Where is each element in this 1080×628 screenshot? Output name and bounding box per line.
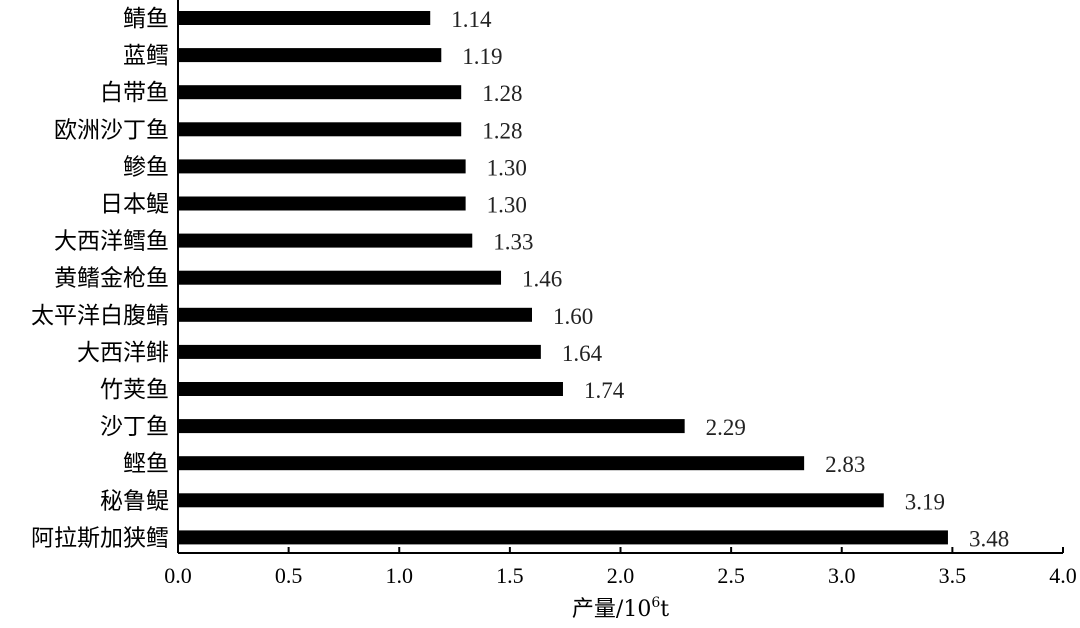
category-label: 阿拉斯加狭鳕 bbox=[31, 525, 169, 551]
x-axis-title-main: 产量/10 bbox=[572, 597, 651, 622]
value-label: 1.14 bbox=[451, 7, 492, 32]
x-tick-label: 2.5 bbox=[717, 563, 745, 588]
bar bbox=[178, 11, 431, 25]
bar bbox=[178, 85, 462, 100]
value-label: 2.83 bbox=[825, 452, 865, 477]
value-label: 3.48 bbox=[969, 526, 1009, 551]
x-tick-label: 4.0 bbox=[1049, 563, 1077, 588]
category-label: 竹荚鱼 bbox=[100, 377, 169, 403]
bar bbox=[178, 382, 563, 396]
category-label: 欧洲沙丁鱼 bbox=[54, 117, 169, 143]
category-label: 大西洋鲱 bbox=[77, 340, 169, 366]
value-label: 1.46 bbox=[522, 267, 562, 292]
category-label: 鲹鱼 bbox=[123, 154, 169, 180]
bar bbox=[178, 419, 685, 434]
value-label: 3.19 bbox=[905, 489, 945, 514]
bar bbox=[178, 270, 502, 285]
value-label: 1.64 bbox=[562, 341, 603, 366]
value-label: 1.33 bbox=[493, 230, 533, 255]
bar bbox=[178, 233, 473, 248]
x-tick-label: 2.0 bbox=[607, 563, 635, 588]
bar bbox=[178, 456, 805, 471]
value-label: 1.28 bbox=[482, 118, 522, 143]
value-label: 1.19 bbox=[462, 44, 502, 69]
bar bbox=[178, 159, 466, 174]
value-label: 1.30 bbox=[487, 193, 527, 218]
bar bbox=[178, 493, 884, 508]
value-label: 2.29 bbox=[706, 415, 746, 440]
x-axis-title-tail: t bbox=[660, 597, 669, 622]
bar bbox=[178, 530, 948, 545]
value-label: 1.28 bbox=[482, 81, 522, 106]
value-label: 1.60 bbox=[553, 304, 593, 329]
value-label: 1.30 bbox=[487, 155, 527, 180]
x-ticks-layer: 0.0 0.5 1.0 1.5 2.0 2.5 3.0 3.5 4.0 bbox=[164, 547, 1077, 588]
category-label: 蓝鳕 bbox=[123, 43, 169, 69]
category-label: 鲣鱼 bbox=[123, 451, 169, 477]
category-label: 鲭鱼 bbox=[123, 6, 169, 32]
bar bbox=[178, 196, 466, 211]
bars-layer bbox=[178, 11, 948, 545]
x-tick-label: 0.5 bbox=[275, 563, 303, 588]
bar bbox=[178, 344, 541, 359]
category-label: 沙丁鱼 bbox=[100, 414, 169, 440]
category-label: 日本鳀 bbox=[100, 192, 169, 218]
x-tick-label: 0.0 bbox=[164, 563, 192, 588]
category-label: 秘鲁鳀 bbox=[100, 488, 169, 514]
category-label: 太平洋白腹鲭 bbox=[31, 303, 169, 329]
category-label: 黄鳍金枪鱼 bbox=[54, 266, 169, 292]
x-axis-title-sup: 6 bbox=[651, 595, 660, 611]
x-axis-title: 产量/106t bbox=[572, 595, 669, 622]
bar bbox=[178, 48, 442, 63]
category-label: 白带鱼 bbox=[100, 80, 169, 106]
bar bbox=[178, 307, 532, 322]
category-label: 大西洋鳕鱼 bbox=[54, 229, 169, 255]
x-tick-label: 1.0 bbox=[386, 563, 414, 588]
bar bbox=[178, 122, 462, 137]
x-tick-label: 1.5 bbox=[496, 563, 524, 588]
value-label: 1.74 bbox=[584, 378, 625, 403]
x-tick-label: 3.5 bbox=[939, 563, 967, 588]
x-tick-label: 3.0 bbox=[828, 563, 856, 588]
labels-layer: 鲭鱼 1.14 蓝鳕 1.19 白带鱼 1.28 欧洲沙丁鱼 1.28 鲹鱼 1.30 日本鳀 1.3… bbox=[31, 6, 1009, 551]
